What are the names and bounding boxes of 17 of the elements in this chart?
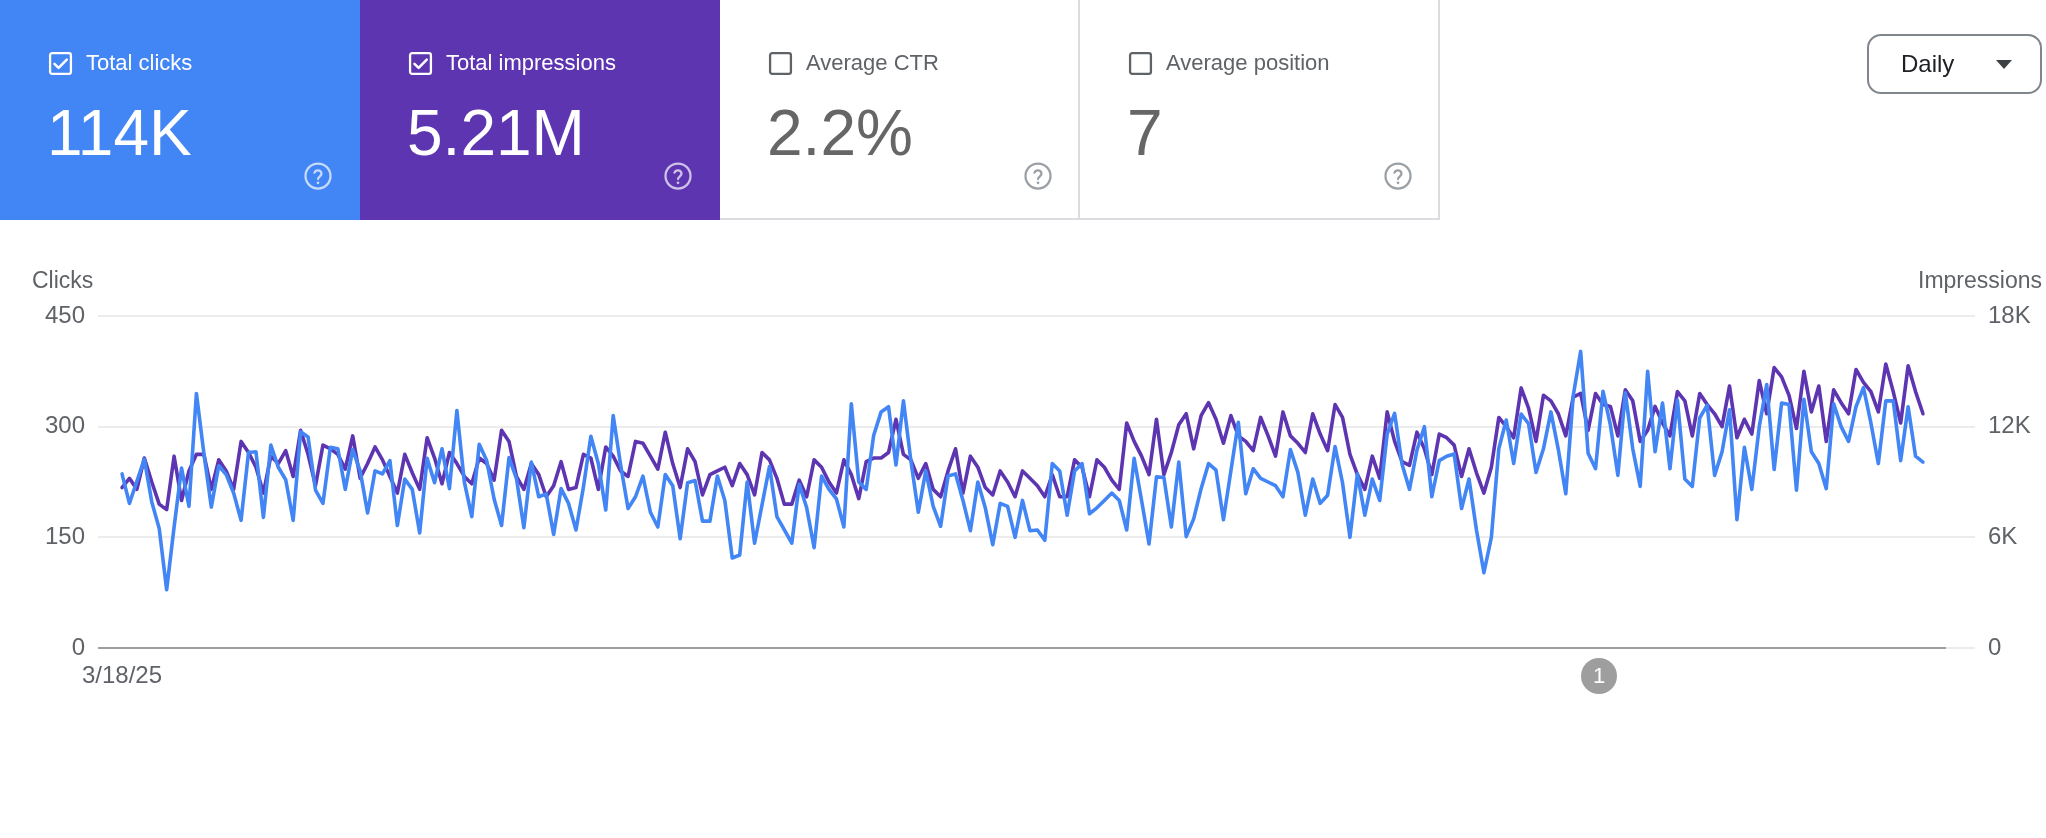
badge: 1 <box>1581 658 1617 694</box>
y-tick-label: 300 <box>44 411 85 439</box>
y-axis-title: Clicks <box>32 267 94 294</box>
metric-card: Average CTR 2.2% <box>720 0 1080 220</box>
dropdown: Daily <box>1867 34 2042 94</box>
metric-card: Average position 7 <box>1080 0 1440 220</box>
x-tick-label: 3/18/25 <box>81 661 163 689</box>
metric-card: Total impressions 5.21M <box>360 0 720 220</box>
y2-axis-title: Impressions <box>1918 267 2042 294</box>
y-tick-label: 450 <box>44 300 85 328</box>
y2-tick-label: 6K <box>1988 521 2018 549</box>
metric-card: Total clicks 114K <box>0 0 360 220</box>
y2-tick-label: 0 <box>1988 632 2002 660</box>
y2-tick-label: 12K <box>1988 411 2031 439</box>
y-tick-label: 0 <box>71 632 85 660</box>
y2-tick-label: 18K <box>1988 300 2031 328</box>
y-tick-label: 150 <box>44 521 85 549</box>
